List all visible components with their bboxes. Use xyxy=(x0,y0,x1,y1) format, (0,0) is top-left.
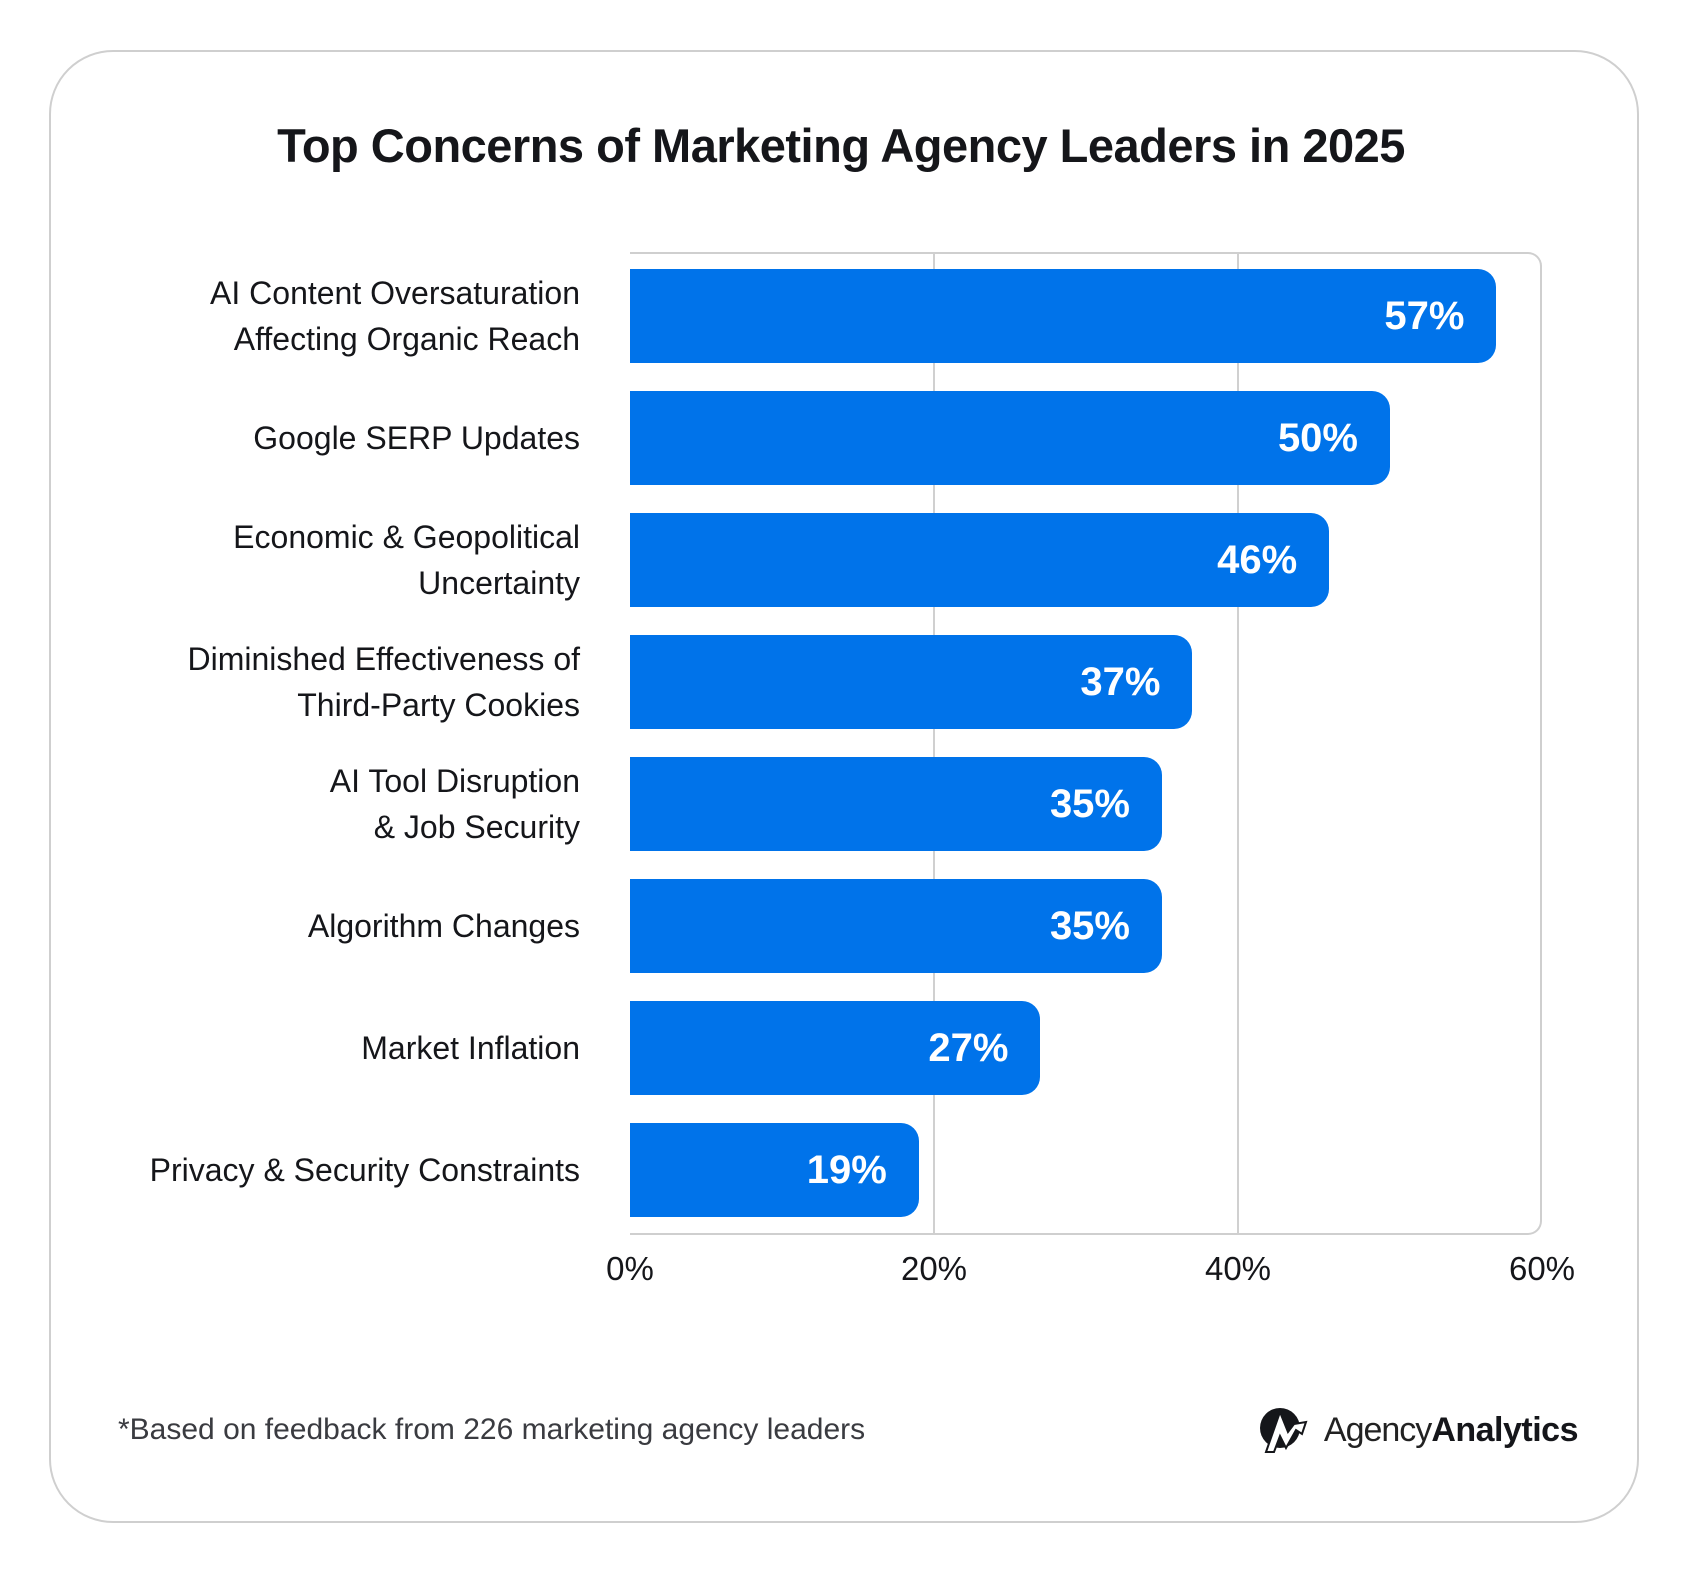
gridline xyxy=(1237,252,1239,1235)
bar: 57% xyxy=(630,269,1497,363)
data-label: 37% xyxy=(1080,660,1161,704)
gridline xyxy=(933,252,935,1235)
footnote: *Based on feedback from 226 marketing ag… xyxy=(118,1413,866,1446)
data-label: 35% xyxy=(1049,782,1130,826)
bar: 50% xyxy=(630,391,1390,485)
x-tick-label: 60% xyxy=(1508,1250,1576,1287)
data-label: 19% xyxy=(806,1148,887,1192)
logo-text-analytics: Analytics xyxy=(1431,1410,1578,1449)
chart-card xyxy=(49,50,1639,1523)
category-label: Market Inflation xyxy=(361,1030,580,1066)
chart-title: Top Concerns of Marketing Agency Leaders… xyxy=(277,119,1405,172)
data-label: 57% xyxy=(1384,294,1465,338)
category-label: Algorithm Changes xyxy=(307,908,580,944)
data-label: 27% xyxy=(928,1026,1009,1070)
data-label: 35% xyxy=(1049,904,1130,948)
category-label: AI Tool Disruption & Job Security xyxy=(329,763,580,845)
bar: 46% xyxy=(630,513,1330,607)
bar: 27% xyxy=(630,1001,1041,1095)
x-tick-label: 0% xyxy=(606,1250,654,1287)
plot-area xyxy=(630,252,1542,1235)
category-label: AI Content Oversaturation Affecting Orga… xyxy=(210,275,580,357)
category-label: Privacy & Security Constraints xyxy=(149,1152,580,1188)
data-label: 50% xyxy=(1277,416,1358,460)
category-label: Diminished Effectiveness of Third-Party … xyxy=(187,641,580,723)
agencyanalytics-logo: AgencyAnalytics xyxy=(1258,1406,1578,1454)
data-label: 46% xyxy=(1217,538,1298,582)
bar: 19% xyxy=(630,1123,919,1217)
bar: 35% xyxy=(630,757,1162,851)
x-tick-label: 20% xyxy=(900,1250,968,1287)
logo-text-agency: Agency xyxy=(1323,1410,1432,1449)
logo-icon xyxy=(1259,1408,1308,1453)
bar: 35% xyxy=(630,879,1162,973)
category-label: Google SERP Updates xyxy=(253,420,580,456)
category-label: Economic & Geopolitical Uncertainty xyxy=(233,519,580,601)
bar: 37% xyxy=(630,635,1193,729)
x-tick-label: 40% xyxy=(1204,1250,1272,1287)
